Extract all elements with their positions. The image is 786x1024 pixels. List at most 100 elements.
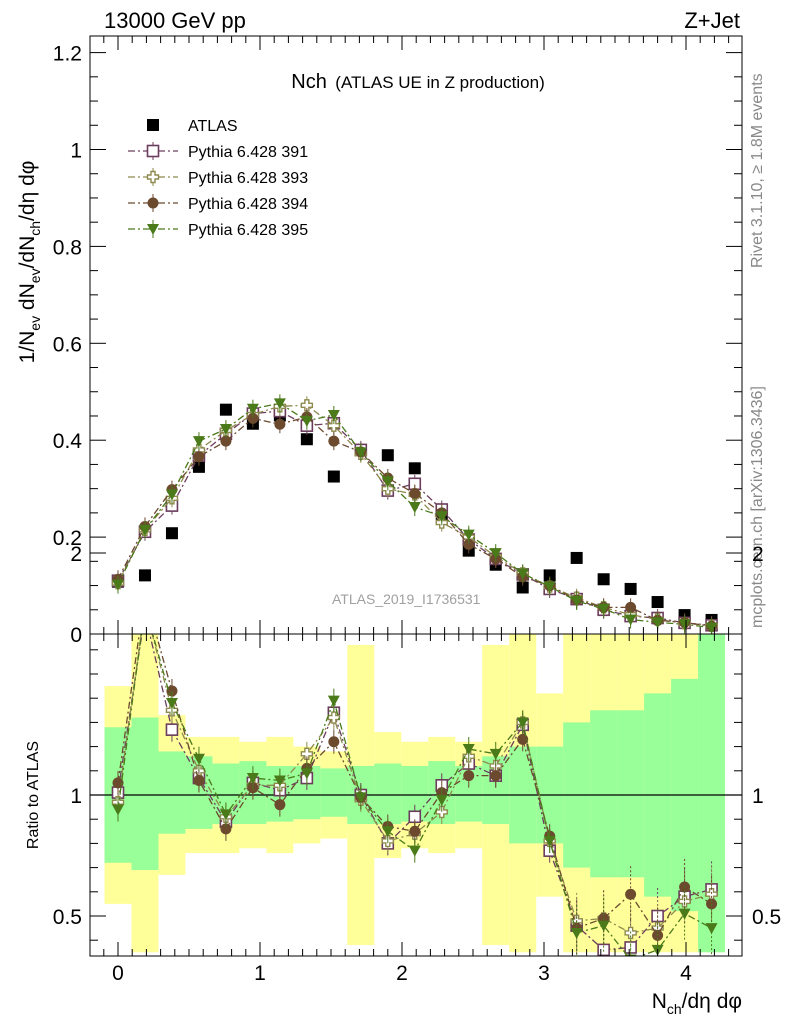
chart-title-sub: (ATLAS UE in Z production) bbox=[335, 73, 544, 92]
data-point bbox=[138, 569, 151, 582]
data-point bbox=[625, 888, 637, 900]
data-point bbox=[651, 617, 664, 629]
data-point bbox=[274, 799, 286, 811]
data-point bbox=[705, 622, 718, 634]
data-point bbox=[570, 927, 583, 939]
data-point bbox=[220, 435, 232, 447]
data-point bbox=[139, 601, 150, 612]
data-point bbox=[624, 582, 637, 595]
top-ytick-label: 0.8 bbox=[53, 236, 82, 259]
mcplots-label: mcplots.cern.ch [arXiv:1306.3436] bbox=[749, 386, 766, 628]
data-point bbox=[463, 538, 475, 550]
uncertainty-band-inner bbox=[131, 717, 159, 871]
uncertainty-band-inner bbox=[374, 763, 402, 825]
ratio-ytick-label-right: 2 bbox=[752, 543, 764, 566]
data-point bbox=[516, 717, 529, 729]
data-point bbox=[300, 415, 313, 427]
xtick-label: 2 bbox=[396, 962, 408, 985]
top-ytick-label: 0.6 bbox=[53, 333, 82, 356]
series-line bbox=[117, 634, 712, 937]
data-point bbox=[597, 920, 610, 932]
data-point bbox=[192, 460, 205, 473]
uncertainty-band-inner bbox=[158, 751, 186, 834]
ratio-ytick-label-right: 1 bbox=[752, 785, 764, 808]
data-point bbox=[462, 744, 475, 756]
uncertainty-band-inner bbox=[320, 768, 348, 817]
data-point bbox=[274, 418, 286, 430]
ratio-ytick-label: 1 bbox=[70, 785, 82, 808]
data-point bbox=[165, 489, 178, 501]
top-ylabel: 1/Nev dNev/dNch/dη dφ bbox=[16, 161, 43, 364]
top-ytick-label: 0 bbox=[70, 624, 82, 647]
data-point bbox=[220, 823, 232, 835]
data-point bbox=[354, 447, 367, 459]
data-point bbox=[462, 529, 475, 541]
xtick-label: 4 bbox=[680, 962, 692, 985]
ratio-ylabel: Ratio to ATLAS bbox=[25, 741, 42, 849]
legend-entry-label: Pythia 6.428 394 bbox=[188, 196, 308, 213]
data-point bbox=[327, 695, 340, 707]
data-point bbox=[327, 470, 340, 483]
data-point bbox=[246, 773, 259, 785]
top-ytick-label: 1.2 bbox=[53, 43, 82, 66]
data-point bbox=[597, 603, 610, 615]
series-pythia-395 bbox=[112, 394, 718, 634]
legend-marker-atlas bbox=[147, 119, 159, 131]
data-point bbox=[381, 476, 394, 488]
data-point bbox=[597, 573, 610, 586]
data-point bbox=[327, 410, 340, 422]
data-point bbox=[139, 608, 150, 619]
data-point bbox=[193, 451, 205, 463]
data-point bbox=[705, 923, 718, 935]
legend-marker bbox=[146, 144, 160, 158]
data-point bbox=[112, 579, 124, 591]
rivet-label: Rivet 3.1.10, ≥ 1.8M events bbox=[749, 73, 766, 268]
uncertainty-band-inner bbox=[590, 710, 618, 878]
chart-title-main: Nch bbox=[291, 71, 327, 93]
xtick-label: 0 bbox=[112, 962, 124, 985]
data-point bbox=[138, 524, 151, 536]
ratio-series-pythia-395 bbox=[112, 601, 718, 956]
header-right: Z+Jet bbox=[684, 8, 740, 33]
x-axis-label: Nch/dη dφ bbox=[652, 990, 742, 1017]
data-point bbox=[517, 733, 529, 745]
data-point bbox=[381, 449, 394, 462]
data-point bbox=[651, 596, 664, 609]
data-point bbox=[219, 403, 232, 416]
data-point bbox=[570, 551, 583, 564]
data-point bbox=[327, 419, 341, 432]
legend-entry-label: ATLAS bbox=[188, 118, 238, 135]
data-point bbox=[165, 723, 179, 736]
data-point bbox=[192, 436, 205, 448]
data-point bbox=[165, 527, 178, 540]
top-ytick-label: 0.2 bbox=[53, 527, 82, 550]
data-point bbox=[570, 596, 583, 608]
data-point bbox=[516, 581, 529, 594]
data-point bbox=[328, 435, 340, 447]
data-point bbox=[678, 895, 691, 908]
legend: ATLAS Pythia 6.428 391 Pythia 6.428 393 Pyt… bbox=[128, 118, 308, 239]
data-point bbox=[678, 908, 691, 920]
data-point bbox=[463, 770, 475, 782]
legend-marker bbox=[146, 170, 160, 184]
data-point bbox=[435, 511, 448, 523]
data-point bbox=[678, 619, 691, 631]
data-point bbox=[625, 601, 637, 613]
series-line bbox=[117, 634, 712, 934]
legend-entry-label: Pythia 6.428 391 bbox=[188, 144, 308, 161]
legend-marker bbox=[147, 197, 159, 209]
chart-title: Nch (ATLAS UE in Z production) bbox=[291, 71, 544, 93]
data-point bbox=[300, 399, 314, 412]
legend-marker bbox=[147, 224, 159, 235]
data-point bbox=[624, 614, 637, 626]
data-point bbox=[139, 601, 151, 612]
legend-entry-label: Pythia 6.428 393 bbox=[188, 170, 308, 187]
ratio-ytick-label: 2 bbox=[70, 543, 82, 566]
data-point bbox=[543, 835, 556, 847]
data-point bbox=[112, 777, 124, 789]
data-point bbox=[489, 748, 502, 760]
analysis-watermark: ATLAS_2019_I1736531 bbox=[332, 591, 481, 607]
data-point bbox=[193, 774, 205, 786]
legend-entry-label: Pythia 6.428 395 bbox=[188, 222, 308, 239]
